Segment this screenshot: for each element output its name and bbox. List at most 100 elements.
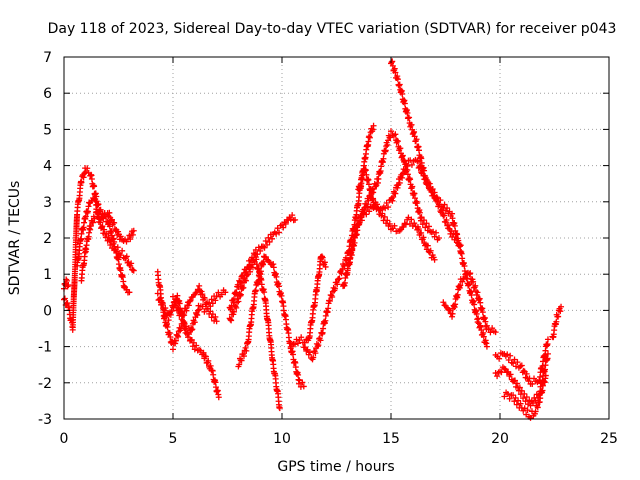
data-point-marker (366, 208, 373, 215)
data-point-marker (482, 318, 489, 325)
data-point-marker (446, 307, 453, 314)
data-point-marker (215, 289, 222, 296)
data-point-marker (557, 308, 564, 315)
data-point-marker (424, 242, 431, 249)
y-tick-label: -2 (38, 376, 52, 392)
data-point-marker (303, 347, 310, 354)
data-point-marker (430, 189, 437, 196)
data-point-marker (431, 256, 438, 263)
data-point-marker (474, 289, 481, 296)
data-point-marker (507, 371, 514, 378)
data-point-marker (202, 353, 209, 360)
data-point-marker (441, 212, 448, 219)
data-point-marker (558, 303, 565, 310)
data-point-marker (317, 337, 324, 344)
data-point-marker (409, 183, 416, 190)
series-trace-12 (300, 122, 377, 363)
data-point-marker (437, 197, 444, 204)
data-point-marker (504, 390, 511, 397)
data-point-marker (391, 222, 398, 229)
data-point-marker (273, 273, 280, 280)
data-point-marker (289, 212, 296, 219)
data-point-marker (196, 282, 203, 289)
data-point-marker (292, 341, 299, 348)
data-point-marker (262, 253, 269, 260)
data-point-marker (507, 352, 514, 359)
data-point-marker (377, 207, 384, 214)
data-point-marker (518, 362, 525, 369)
data-point-marker (555, 313, 562, 320)
data-point-marker (319, 254, 326, 261)
data-point-marker (156, 296, 163, 303)
data-point-marker (399, 174, 406, 181)
data-point-marker (418, 229, 425, 236)
data-point-marker (287, 345, 294, 352)
data-point-marker (164, 324, 171, 331)
data-point-marker (513, 401, 520, 408)
data-point-marker (238, 357, 245, 364)
y-tick-label: 4 (43, 159, 52, 175)
data-point-marker (127, 236, 134, 243)
data-point-marker (553, 318, 560, 325)
data-point-marker (479, 309, 486, 316)
data-point-marker (114, 244, 121, 251)
data-point-marker (363, 211, 370, 218)
series-trace-14 (344, 156, 464, 276)
data-point-marker (170, 346, 176, 353)
data-point-marker (257, 268, 264, 275)
data-point-marker (228, 317, 235, 324)
data-point-marker (84, 208, 91, 215)
series-trace-7 (170, 282, 229, 323)
data-point-marker (64, 300, 71, 307)
data-point-marker (130, 267, 137, 274)
data-point-marker (444, 205, 451, 212)
data-point-marker (270, 264, 277, 271)
chart-title: Day 118 of 2023, Sidereal Day-to-day VTE… (48, 21, 617, 37)
data-point-marker (243, 347, 250, 354)
series-trace-19 (492, 350, 551, 409)
data-point-marker (185, 334, 192, 341)
data-point-marker (187, 297, 194, 304)
data-point-marker (471, 301, 478, 308)
data-point-marker (419, 221, 426, 228)
data-point-marker (207, 362, 214, 369)
data-point-marker (231, 308, 238, 315)
y-tick-label: 3 (43, 195, 52, 211)
data-point-marker (440, 299, 447, 306)
data-point-marker (466, 271, 473, 278)
data-point-marker (523, 394, 530, 401)
data-point-marker (396, 227, 403, 234)
y-tick-label: 5 (43, 122, 52, 138)
data-point-marker (475, 315, 482, 322)
data-point-marker (174, 332, 181, 339)
data-point-marker (162, 305, 169, 312)
data-point-marker (189, 343, 196, 350)
data-point-marker (382, 205, 389, 212)
data-point-marker (332, 285, 339, 292)
data-point-marker (198, 288, 205, 295)
data-point-marker (501, 393, 508, 400)
data-point-marker (106, 209, 113, 216)
data-point-marker (430, 228, 437, 235)
data-point-marker (242, 277, 249, 284)
y-tick-label: -1 (38, 340, 52, 356)
data-point-marker (212, 297, 219, 304)
data-point-marker (370, 122, 377, 129)
data-point-marker (240, 353, 247, 360)
data-point-marker (415, 225, 422, 232)
series-trace-10 (235, 253, 307, 390)
data-point-marker (298, 334, 305, 341)
data-point-marker (222, 289, 229, 296)
data-point-marker (172, 298, 179, 305)
data-point-marker (468, 291, 475, 298)
data-point-marker (61, 295, 68, 302)
data-point-marker (276, 229, 283, 236)
data-point-marker (542, 372, 549, 379)
data-point-marker (358, 217, 365, 224)
data-point-marker (159, 300, 166, 307)
data-point-marker (359, 210, 366, 217)
data-point-marker (492, 329, 499, 336)
data-point-marker (413, 136, 420, 143)
data-point-marker (384, 217, 391, 224)
